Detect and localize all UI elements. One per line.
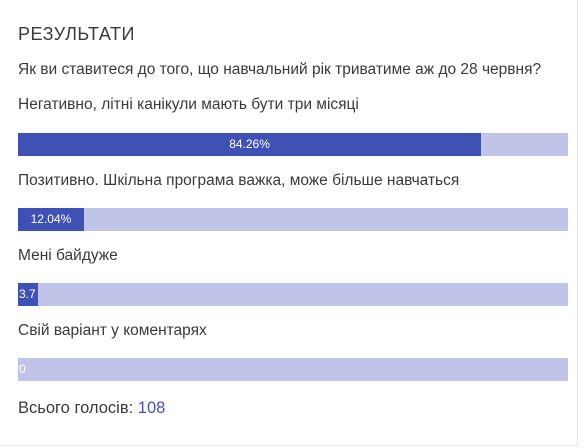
option-bar-positive: 12.04% (18, 208, 568, 231)
option-label-positive: Позитивно. Шкільна програма важка, може … (18, 172, 460, 189)
option-percent-text: 3.7 (19, 287, 36, 301)
option-percent-text: 84.26% (229, 137, 270, 151)
option-bar-fill (18, 283, 39, 306)
option-percent-text: 12.04% (30, 212, 72, 226)
option-label-own-variant: Свій варіант у коментарях (18, 322, 207, 339)
poll-results-title: РЕЗУЛЬТАТИ (18, 24, 135, 44)
option-percent-text: 0 (19, 362, 26, 376)
option-bar-fill (18, 133, 482, 156)
total-votes-label: Всього голосів: (18, 399, 134, 417)
total-votes-value: 108 (137, 399, 166, 417)
option-bar-indifferent: 3.7 (18, 283, 568, 306)
option-bar-own-variant: 0 (18, 358, 568, 381)
poll-question: Як ви ставитеся до того, що навчальний р… (18, 61, 542, 78)
option-label-indifferent: Мені байдуже (18, 247, 118, 264)
option-bar-fill (18, 208, 85, 231)
option-label-negative: Негативно, літні канікули мають бути три… (18, 96, 359, 113)
option-bar-negative: 84.26% (18, 133, 568, 156)
total-votes: Всього голосів: 108 (18, 399, 165, 418)
